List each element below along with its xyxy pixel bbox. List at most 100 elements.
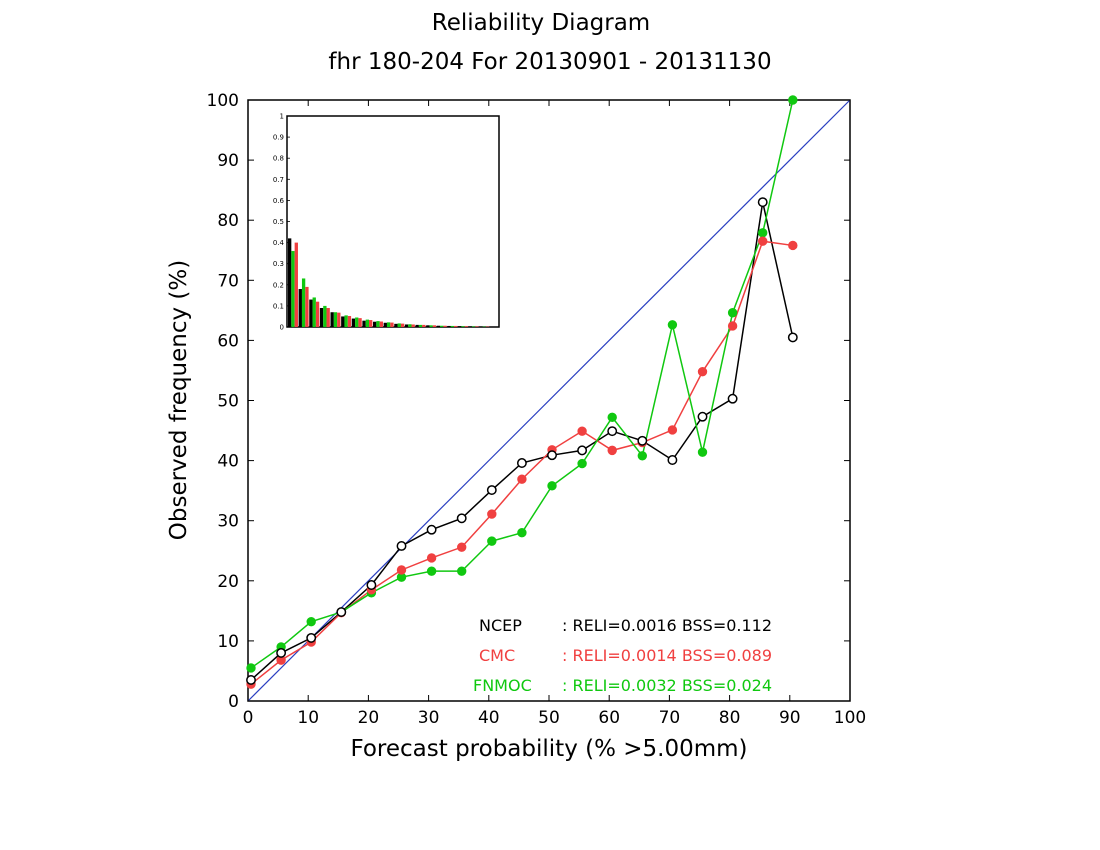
data-point-fnmoc [547,481,557,491]
inset-bar-ncep [394,323,398,327]
data-point-ncep [246,675,256,685]
legend: NCEP : RELI=0.0016 BSS=0.112 CMC : RELI=… [473,616,772,695]
data-point-ncep [276,647,287,658]
inset-bar-cmc [379,321,383,327]
data-point-fnmoc [637,451,648,461]
inset-tick-label: 0.1 [273,302,284,310]
x-tick-label: 40 [478,708,500,728]
x-tick-label: 10 [297,708,319,728]
frequency-inset: 0 0.1 0.2 0.3 0.4 0.5 0.6 0.7 0.8 0.9 1 [273,113,500,332]
inset-tick-label: 0.3 [273,260,284,268]
inset-bar-cmc [464,326,468,327]
y-axis-label: Observed frequency (%) [166,260,192,540]
inset-bar-fnmoc [471,326,476,327]
inset-bar-ncep [426,325,430,327]
data-point-fnmoc [697,447,708,457]
inset-bar-fnmoc [386,322,391,327]
data-point-fnmoc [457,566,467,576]
inset-bar-ncep [362,320,366,327]
inset-bar-ncep [298,289,302,327]
data-point-cmc [758,236,768,246]
x-tick-label: 30 [418,708,440,728]
x-tick-label: 20 [358,708,380,728]
data-point-fnmoc [577,458,587,469]
inset-bar-fnmoc [333,312,338,327]
data-point-fnmoc [246,663,256,673]
data-point-cmc [727,321,738,331]
data-point-cmc [697,366,708,377]
legend-stats-cmc: : RELI=0.0014 BSS=0.089 [562,646,772,665]
y-tick-label: 30 [217,512,239,532]
y-tick-label: 50 [217,392,239,412]
data-point-fnmoc [306,616,316,627]
inset-bar-ncep [436,325,441,327]
inset-bar-cmc [315,301,320,327]
data-point-cmc [487,509,497,519]
data-point-ncep [456,513,467,524]
data-point-cmc [426,553,437,563]
y-tick-label: 10 [217,632,239,652]
x-tick-label: 100 [834,708,866,728]
inset-tick-label: 0.6 [273,197,285,205]
inset-bar-cmc [454,325,458,327]
data-point-ncep [787,332,798,343]
inset-bar-fnmoc [461,326,465,327]
data-point-ncep [486,485,497,495]
data-point-cmc [517,474,527,484]
inset-bar-cmc [422,324,426,327]
x-tick-label: 80 [719,708,741,728]
inset-bar-cmc [326,308,330,327]
data-point-fnmoc [607,412,617,423]
inset-bar-fnmoc [344,315,348,327]
inset-bar-fnmoc [440,325,444,327]
data-point-ncep [547,450,557,461]
inset-bar-ncep [309,299,313,327]
inset-bar-ncep [415,324,419,327]
inset-bar-cmc [390,322,394,327]
data-point-ncep [697,411,708,422]
y-tick-label: 20 [217,572,239,592]
inset-bar-ncep [447,325,451,327]
inset-bar-fnmoc [291,251,295,327]
x-tick-label: 70 [659,708,681,728]
inset-bar-ncep [288,238,292,327]
inset-bars [288,238,490,327]
y-tick-label: 80 [217,211,239,231]
inset-bar-cmc [358,318,362,327]
data-point-ncep [336,607,347,618]
inset-bar-cmc [369,320,373,327]
inset-bar-fnmoc [450,325,455,327]
data-point-ncep [727,393,738,404]
inset-bar-cmc [337,312,341,327]
data-point-fnmoc [517,528,527,538]
inset-bar-cmc [347,316,352,327]
data-point-ncep [637,435,648,446]
inset-bar-fnmoc [312,297,316,327]
data-point-fnmoc [788,95,798,105]
inset-tick-label: 0.4 [273,239,285,247]
data-point-fnmoc [667,320,678,330]
inset-bar-fnmoc [376,321,380,327]
data-point-fnmoc [487,536,497,546]
inset-bar-ncep [351,318,356,327]
legend-stats-fnmoc: : RELI=0.0032 BSS=0.024 [562,676,772,695]
inset-frame [286,115,500,328]
inset-tick-label: 0.5 [273,218,284,226]
inset-bar-cmc [305,286,309,327]
inset-bar-fnmoc [323,305,327,327]
legend-name-cmc: CMC [479,646,515,665]
inset-bar-cmc [411,324,415,327]
data-point-ncep [396,540,407,551]
inset-bar-fnmoc [397,323,401,327]
inset-bar-ncep [319,308,324,327]
data-point-cmc [457,542,467,552]
inset-bar-ncep [383,322,387,327]
inset-tick-label: 1 [280,113,284,121]
inset-bar-cmc [432,325,437,327]
inset-bar-cmc [400,323,405,327]
inset-bar-cmc [294,242,298,327]
y-tick-label: 40 [217,452,239,472]
inset-bar-cmc [443,325,447,327]
x-tick-label: 50 [538,708,560,728]
